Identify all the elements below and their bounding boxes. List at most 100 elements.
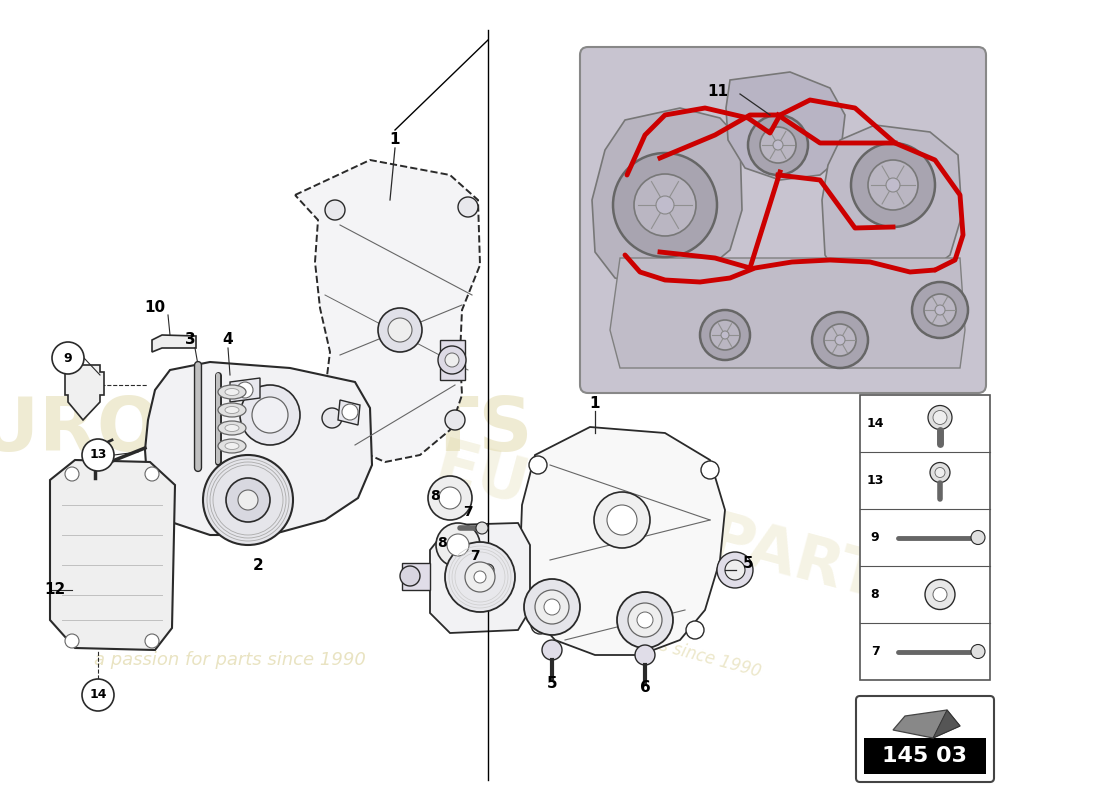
Text: EUROPEPARTS: EUROPEPARTS [0,394,532,466]
Polygon shape [822,125,962,290]
Bar [860,395,990,680]
Text: 8: 8 [871,588,879,601]
Circle shape [971,530,984,545]
Circle shape [439,487,461,509]
Text: EUROPEPARTS: EUROPEPARTS [428,436,932,624]
FancyBboxPatch shape [856,696,994,782]
Circle shape [482,564,494,576]
Circle shape [238,490,258,510]
Text: a passion for parts since 1990: a passion for parts since 1990 [95,651,366,669]
Circle shape [634,174,696,236]
Circle shape [924,294,956,326]
Circle shape [613,153,717,257]
Polygon shape [430,523,530,633]
Ellipse shape [218,421,246,435]
Circle shape [465,562,495,592]
Text: 13: 13 [89,449,107,462]
Circle shape [635,645,654,665]
Circle shape [886,178,900,192]
Circle shape [400,566,420,586]
Ellipse shape [218,439,246,453]
Text: 2: 2 [253,558,263,574]
Ellipse shape [226,389,239,395]
Circle shape [378,308,422,352]
Circle shape [145,467,160,481]
Circle shape [912,282,968,338]
Polygon shape [893,710,960,738]
Text: 10: 10 [144,301,166,315]
Circle shape [701,461,719,479]
Circle shape [594,492,650,548]
Text: 13: 13 [867,474,883,487]
Polygon shape [65,365,104,420]
Circle shape [725,560,745,580]
Circle shape [436,523,480,567]
Polygon shape [50,460,175,650]
Circle shape [447,534,469,556]
Polygon shape [726,72,845,180]
Circle shape [542,640,562,660]
Circle shape [686,621,704,639]
Circle shape [226,478,270,522]
Circle shape [342,404,358,420]
Text: 6: 6 [639,679,650,694]
Text: 3: 3 [185,333,196,347]
Text: 9: 9 [64,351,73,365]
Text: a passion for parts since 1990: a passion for parts since 1990 [516,599,763,681]
Circle shape [145,634,160,648]
Circle shape [935,305,945,315]
Polygon shape [933,710,960,738]
Circle shape [446,542,515,612]
Polygon shape [402,563,430,590]
Circle shape [720,331,729,339]
Circle shape [388,318,412,342]
Circle shape [428,476,472,520]
Circle shape [65,467,79,481]
Circle shape [773,140,783,150]
Circle shape [82,439,114,471]
Circle shape [851,143,935,227]
Polygon shape [295,160,480,462]
Circle shape [930,462,950,482]
Circle shape [529,456,547,474]
Circle shape [438,346,466,374]
Text: 5: 5 [742,555,754,570]
Text: 8: 8 [437,536,447,550]
Text: 1: 1 [590,395,601,410]
Circle shape [700,310,750,360]
Circle shape [928,406,952,430]
Circle shape [82,679,114,711]
Ellipse shape [218,403,246,417]
Circle shape [717,552,754,588]
Text: 9: 9 [871,531,879,544]
Text: 5: 5 [547,675,558,690]
Text: 7: 7 [470,549,480,563]
Circle shape [971,645,984,658]
Text: 8: 8 [430,489,440,503]
Circle shape [656,196,674,214]
Text: 7: 7 [463,505,473,519]
Circle shape [607,505,637,535]
Circle shape [236,382,253,398]
Circle shape [476,522,488,534]
Circle shape [458,197,478,217]
Circle shape [710,320,740,350]
Polygon shape [610,258,965,368]
Circle shape [322,408,342,428]
Circle shape [524,579,580,635]
Ellipse shape [226,425,239,431]
Circle shape [868,160,918,210]
Text: 145 03: 145 03 [882,746,968,766]
Circle shape [65,634,79,648]
Text: 7: 7 [870,645,879,658]
Circle shape [617,592,673,648]
Circle shape [252,397,288,433]
Circle shape [748,115,808,175]
Text: 11: 11 [707,85,728,99]
Circle shape [760,127,796,163]
Text: 14: 14 [867,417,883,430]
Circle shape [446,410,465,430]
Polygon shape [338,400,360,425]
Circle shape [935,467,945,478]
Ellipse shape [218,385,246,399]
